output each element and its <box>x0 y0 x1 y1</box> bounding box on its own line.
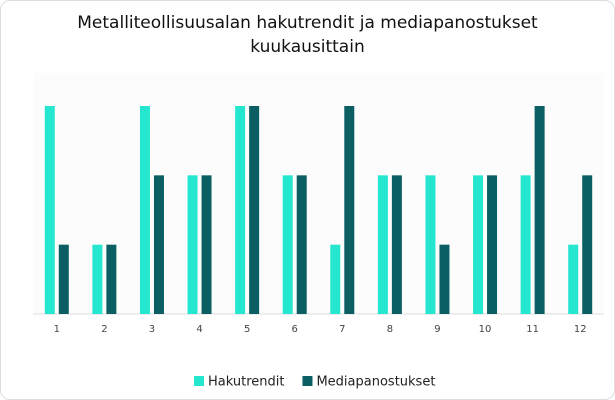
bar <box>92 244 103 314</box>
bar <box>520 175 531 314</box>
bar <box>391 175 402 314</box>
bar <box>201 175 212 314</box>
legend-swatch <box>194 376 204 386</box>
bar <box>153 175 164 314</box>
bar <box>282 175 293 314</box>
bar <box>187 175 198 314</box>
bar <box>377 175 388 314</box>
x-tick-label: 1 <box>54 324 60 335</box>
x-tick-label: 11 <box>526 324 539 335</box>
chart-title: Metalliteollisuusalan hakutrendit ja med… <box>77 13 538 57</box>
bar <box>235 106 246 314</box>
x-tick-label: 2 <box>101 324 107 335</box>
bar <box>439 244 450 314</box>
bar <box>330 244 341 314</box>
bar <box>106 244 117 314</box>
bar <box>425 175 436 314</box>
x-tick-label: 5 <box>244 324 250 335</box>
bar <box>582 175 593 314</box>
bar <box>58 244 69 314</box>
x-tick-label: 8 <box>387 324 393 335</box>
x-tick-label: 4 <box>196 324 202 335</box>
bar <box>534 106 545 314</box>
legend-label: Mediapanostukset <box>316 375 435 390</box>
bar <box>139 106 150 314</box>
plot-area <box>33 73 604 314</box>
x-tick-label: 10 <box>479 324 492 335</box>
x-tick-label: 3 <box>149 324 155 335</box>
legend-swatch <box>302 376 313 386</box>
bar <box>487 175 498 314</box>
legend-label: Hakutrendit <box>208 375 284 390</box>
x-tick-label: 6 <box>292 324 298 335</box>
x-tick-label: 7 <box>339 324 345 335</box>
x-tick-label: 9 <box>434 324 440 335</box>
bar <box>473 175 484 314</box>
bar <box>249 106 260 314</box>
x-tick-label: 12 <box>574 324 587 335</box>
bar <box>568 244 579 314</box>
bar <box>44 106 55 314</box>
bar <box>296 175 307 314</box>
bar <box>344 106 355 314</box>
